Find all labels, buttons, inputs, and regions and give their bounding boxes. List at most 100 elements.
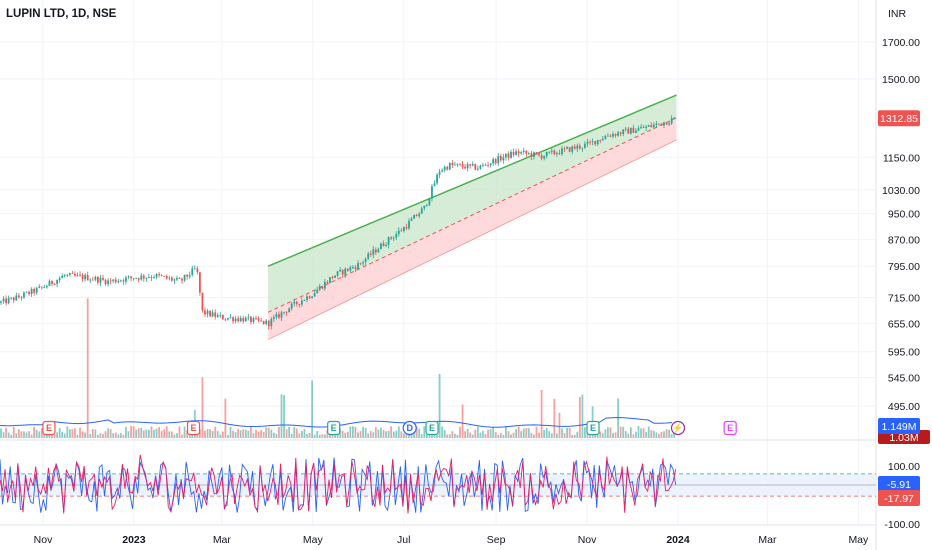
- candle-body: [63, 275, 66, 277]
- candle-body: [255, 318, 257, 319]
- volume-bar: [306, 434, 308, 438]
- price-axis[interactable]: 1700.00 1500.00 1150.00 1030.00 950.00 870.00…: [882, 37, 920, 531]
- volume-bar: [448, 434, 451, 438]
- volume-bar: [176, 433, 178, 438]
- candle-body: [313, 293, 316, 297]
- marker-label: E: [331, 423, 337, 433]
- candle-body: [331, 277, 334, 278]
- volume-bar: [20, 431, 23, 438]
- volume-bar: [2, 432, 5, 438]
- candle-body: [272, 317, 275, 320]
- volume-bar: [125, 426, 127, 438]
- candle-body: [46, 285, 48, 288]
- volume-bar: [155, 428, 158, 438]
- time-axis[interactable]: Nov 2023 Mar May Jul Sep Nov 2024 Mar May: [34, 534, 869, 546]
- volume-bar: [12, 426, 15, 438]
- candle-body: [487, 164, 489, 166]
- candle-body: [79, 274, 81, 276]
- volume-bar: [359, 431, 362, 438]
- volume-bar: [58, 427, 61, 438]
- candle-body: [176, 277, 178, 280]
- volume-bar: [206, 429, 209, 438]
- volume-bar: [244, 429, 247, 438]
- candle-body: [288, 308, 291, 313]
- candle-body: [451, 162, 454, 165]
- volume-bar: [38, 431, 41, 438]
- candle-body: [586, 141, 589, 144]
- candle-body: [471, 164, 474, 166]
- candle-body: [505, 153, 507, 158]
- candle-body: [410, 218, 413, 221]
- channel-lower-line: [267, 139, 677, 340]
- candle-body: [262, 320, 265, 325]
- candle-body: [33, 288, 36, 293]
- candle-body: [545, 151, 548, 157]
- candle-body: [17, 295, 20, 298]
- candle-body: [25, 291, 28, 293]
- volume-bar: [76, 434, 79, 438]
- volume-bar: [257, 431, 260, 438]
- volume-bar: [647, 426, 650, 438]
- candle-body: [323, 281, 326, 289]
- candle-body: [53, 283, 56, 285]
- candle-body: [484, 164, 487, 166]
- volume-bar: [170, 431, 173, 438]
- candle-body: [232, 317, 234, 322]
- volume-bar: [15, 433, 18, 438]
- time-tick-label: Mar: [213, 534, 232, 546]
- volume-bar: [668, 429, 670, 438]
- candle-body: [188, 274, 191, 277]
- volume-bar: [288, 426, 291, 438]
- volume-bar: [545, 428, 548, 438]
- volume-bar: [104, 431, 107, 438]
- price-tick-label: 1150.00: [883, 152, 920, 164]
- marker-earnings-miss: [186, 420, 201, 436]
- volume-bar: [214, 426, 217, 438]
- volume-bar: [239, 430, 242, 438]
- candle-body: [290, 303, 293, 309]
- volume-bar: [227, 434, 229, 438]
- volume-bar: [211, 431, 214, 438]
- candle-body: [38, 286, 41, 288]
- volume-bar: [354, 426, 357, 438]
- volume-bar: [140, 427, 143, 438]
- volume-bar: [395, 430, 398, 438]
- volume-bar: [497, 434, 500, 438]
- volume-bar: [382, 430, 385, 438]
- volume-bar: [224, 398, 227, 438]
- volume-bar: [311, 380, 313, 438]
- candle-body: [81, 275, 84, 280]
- volume-bar: [364, 427, 367, 438]
- candle-body: [645, 126, 648, 128]
- candle-body: [237, 318, 240, 322]
- channel-lower-fill: [268, 117, 677, 340]
- volume-bar: [438, 374, 441, 438]
- oscillator-value-2-tag: -17.97: [884, 493, 914, 505]
- candle-body: [418, 213, 421, 217]
- candle-body: [346, 268, 349, 271]
- volume-bar: [326, 429, 329, 438]
- volume-bar: [581, 394, 584, 438]
- volume-bar: [607, 427, 609, 438]
- volume-bar: [553, 398, 556, 438]
- candle-body: [632, 127, 635, 133]
- volume-bar: [619, 426, 622, 438]
- volume-bar: [556, 433, 558, 438]
- volume-bar: [280, 394, 283, 438]
- currency-label[interactable]: INR: [888, 8, 907, 20]
- volume-bar: [454, 433, 456, 438]
- candle-body: [619, 132, 622, 135]
- candle-body: [377, 249, 380, 253]
- marker-label: E: [727, 423, 733, 433]
- volume-bar: [520, 431, 523, 438]
- last-price-tag: 1312.85: [880, 113, 918, 125]
- event-markers[interactable]: E E E D E E ⚡ E: [42, 420, 737, 436]
- volume-bar: [94, 429, 97, 438]
- volume-bar: [260, 429, 262, 438]
- volume-bar: [148, 429, 150, 438]
- candle-body: [550, 150, 553, 152]
- candle-body: [66, 274, 69, 276]
- volume-bar: [132, 426, 135, 438]
- candle-body: [533, 152, 535, 157]
